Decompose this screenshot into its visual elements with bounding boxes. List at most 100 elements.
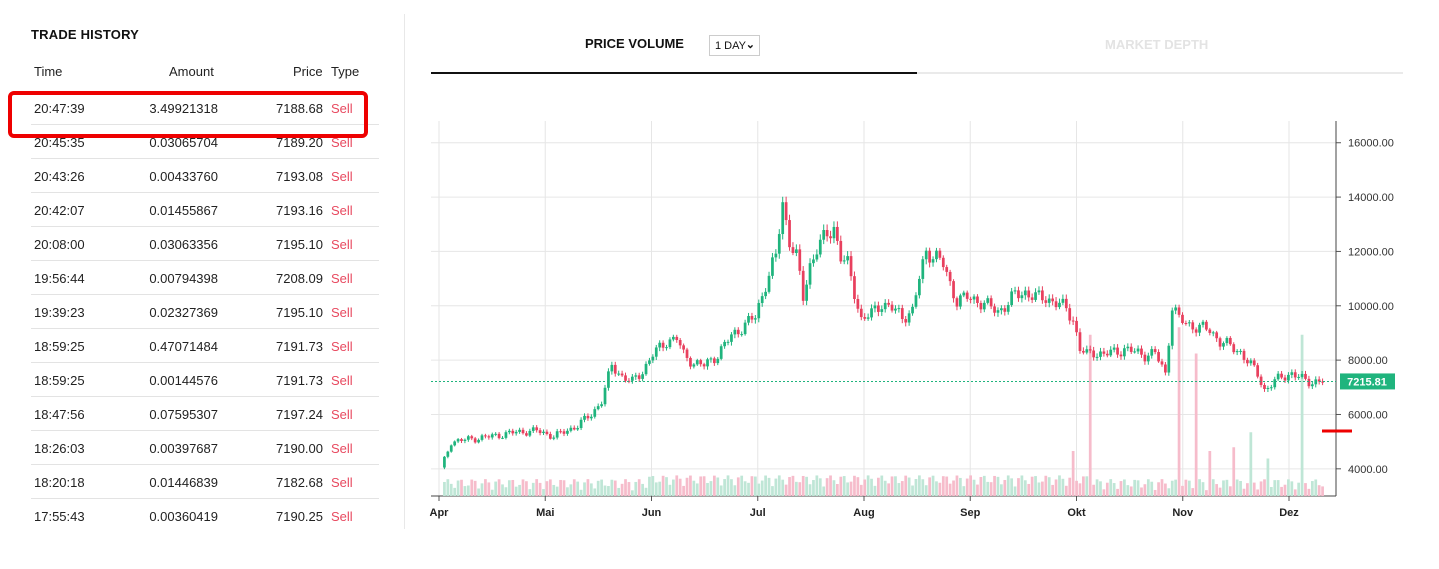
- candle-body: [545, 431, 549, 434]
- y-tick-label: 14000.00: [1348, 192, 1394, 204]
- candle-body: [795, 249, 798, 253]
- candle-body: [689, 357, 692, 367]
- candle-body: [1153, 349, 1157, 353]
- col-time[interactable]: Time: [34, 64, 63, 79]
- table-row[interactable]: 18:47:56 0.07595307 7197.24 Sell: [31, 397, 379, 431]
- candle-body: [671, 336, 675, 340]
- table-row[interactable]: 20:43:26 0.00433760 7193.08 Sell: [31, 159, 379, 193]
- volume-bar: [1304, 483, 1307, 496]
- candle-body: [1044, 300, 1048, 303]
- volume-bar: [730, 479, 733, 496]
- volume-bar: [552, 484, 556, 496]
- volume-bar: [1215, 484, 1219, 496]
- candle-body: [1194, 329, 1198, 333]
- candle-body: [596, 406, 600, 410]
- candle-body: [682, 345, 685, 350]
- volume-bar: [952, 480, 955, 496]
- col-price[interactable]: Price: [293, 64, 323, 79]
- candle-body: [771, 257, 774, 276]
- trade-type: Sell: [331, 373, 353, 388]
- candle-body: [678, 340, 682, 346]
- volume-bar: [569, 484, 573, 496]
- volume-bar: [1160, 479, 1164, 496]
- candle-body: [661, 342, 665, 348]
- candle-body: [863, 317, 867, 319]
- candle-body: [894, 308, 897, 311]
- y-tick-label: 16000.00: [1348, 138, 1394, 150]
- volume-bar: [1198, 479, 1201, 496]
- volume-bar: [836, 484, 839, 496]
- table-row[interactable]: 18:26:03 0.00397687 7190.00 Sell: [31, 431, 379, 465]
- candle-body: [699, 360, 703, 365]
- candle-body: [569, 427, 573, 431]
- volume-bar: [463, 486, 467, 496]
- candle-body: [941, 257, 945, 268]
- volume-bar: [572, 479, 576, 496]
- volume-bar: [959, 477, 962, 496]
- candle-body: [617, 373, 621, 375]
- table-row[interactable]: 17:55:43 0.00360419 7190.25 Sell: [31, 499, 379, 526]
- candle-body: [589, 416, 593, 419]
- table-row[interactable]: 18:20:18 0.01446839 7182.68 Sell: [31, 465, 379, 499]
- volume-bar: [1146, 479, 1150, 496]
- col-amount[interactable]: Amount: [169, 64, 214, 79]
- table-row[interactable]: 19:56:44 0.00794398 7208.09 Sell: [31, 261, 379, 295]
- x-tick-label: Jul: [750, 507, 766, 519]
- table-row[interactable]: 20:42:07 0.01455867 7193.16 Sell: [31, 193, 379, 227]
- volume-bar: [1194, 353, 1198, 496]
- candle-body: [723, 341, 726, 347]
- candle-body: [1109, 349, 1113, 356]
- volume-bar: [795, 481, 798, 496]
- table-row[interactable]: 18:59:25 0.47071484 7191.73 Sell: [31, 329, 379, 363]
- volume-bar: [743, 481, 747, 496]
- col-type[interactable]: Type: [331, 64, 360, 79]
- candle-body: [1150, 349, 1154, 356]
- volume-bar: [931, 475, 935, 496]
- trade-history-list[interactable]: 20:47:39 3.49921318 7188.68 Sell 20:45:35 0.0…: [0, 86, 400, 526]
- table-row[interactable]: 18:59:25 0.00144576 7191.73 Sell: [31, 363, 379, 397]
- volume-bar: [521, 479, 525, 496]
- trade-time: 18:47:56: [34, 407, 85, 422]
- trade-type: Sell: [331, 407, 353, 422]
- table-row[interactable]: 20:45:35 0.03065704 7189.20 Sell: [31, 125, 379, 159]
- volume-bar: [1119, 481, 1123, 496]
- volume-bar: [682, 485, 685, 496]
- candle-body: [849, 256, 853, 277]
- candle-body: [480, 435, 484, 440]
- candle-body: [600, 404, 603, 407]
- candle-body: [1003, 308, 1007, 312]
- candle-body: [504, 432, 508, 438]
- candle-body: [815, 254, 819, 260]
- candle-body: [907, 313, 911, 323]
- volume-bar: [1006, 475, 1010, 496]
- volume-bar: [945, 476, 949, 496]
- candle-body: [494, 433, 498, 435]
- volume-bar: [1030, 476, 1034, 496]
- volume-bar: [740, 475, 744, 496]
- volume-bar: [1321, 486, 1324, 496]
- volume-bar: [538, 482, 542, 496]
- tab-market-depth[interactable]: MARKET DEPTH: [1105, 37, 1209, 52]
- tab-price-volume[interactable]: PRICE VOLUME: [585, 36, 684, 51]
- volume-bar: [777, 475, 781, 496]
- trade-time: 20:45:35: [34, 135, 85, 150]
- candle-body: [1201, 321, 1205, 325]
- volume-bar: [1064, 485, 1068, 496]
- candle-body: [1068, 308, 1072, 321]
- table-row[interactable]: 19:39:23 0.02327369 7195.10 Sell: [31, 295, 379, 329]
- volume-bar: [849, 481, 853, 496]
- candle-body: [719, 346, 723, 359]
- candle-body: [753, 318, 757, 320]
- trade-time: 19:39:23: [34, 305, 85, 320]
- volume-bar: [818, 478, 822, 496]
- volume-bar: [1157, 482, 1160, 496]
- candle-body: [1218, 338, 1222, 347]
- candle-body: [791, 247, 795, 253]
- candle-body: [1157, 352, 1160, 362]
- candle-body: [1143, 354, 1147, 362]
- interval-select[interactable]: 1 DAY ⌄: [709, 35, 760, 56]
- volume-bar: [1140, 487, 1143, 496]
- table-row[interactable]: 20:08:00 0.03063356 7195.10 Sell: [31, 227, 379, 261]
- table-row[interactable]: 20:47:39 3.49921318 7188.68 Sell: [31, 91, 379, 125]
